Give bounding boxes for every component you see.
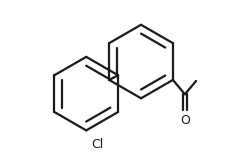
Text: O: O <box>180 114 190 127</box>
Text: Cl: Cl <box>92 138 104 151</box>
